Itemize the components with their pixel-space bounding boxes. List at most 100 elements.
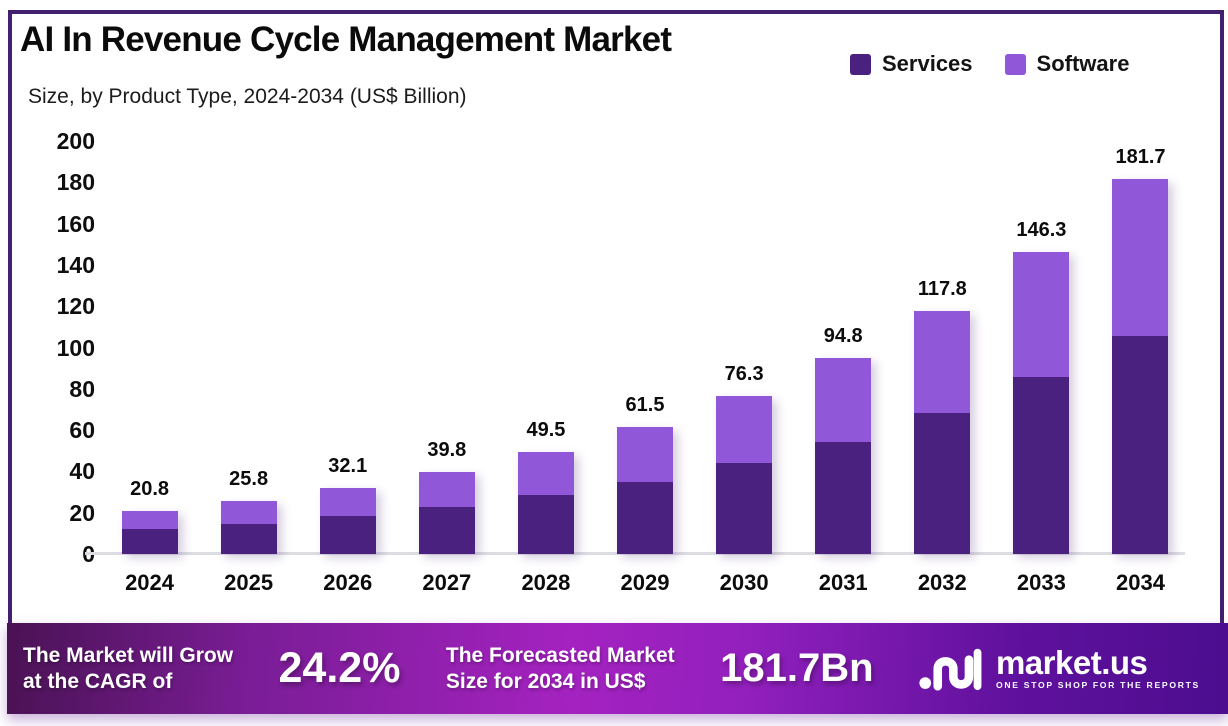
- legend-label-services: Services: [882, 51, 973, 76]
- bar-stack: [220, 500, 277, 554]
- bar-stack: [617, 427, 674, 554]
- bar-total-label: 117.8: [917, 277, 967, 300]
- y-axis-label: 160: [56, 210, 95, 237]
- bar-total-label: 181.7: [1115, 145, 1166, 168]
- forecast-value: 181.7Bn: [720, 646, 874, 690]
- bar-total-label: 61.5: [625, 394, 665, 417]
- bar-segment-software: [914, 310, 971, 414]
- cagr-label-line2: at the CAGR of: [23, 669, 173, 693]
- software-swatch-icon: [1004, 53, 1026, 75]
- y-axis-label: 100: [56, 334, 95, 361]
- bar-total-label: 76.3: [724, 363, 764, 386]
- x-axis-label: 2027: [422, 570, 472, 595]
- bar-total-label: 146.3: [1016, 218, 1067, 241]
- bar-stack: [716, 396, 773, 554]
- cagr-label-line1: The Market will Grow: [23, 643, 234, 667]
- x-axis-labels: 2024 2025 2026 2027 2028 2029 2030 2031 2032 2033…: [100, 570, 1190, 596]
- bar-stack: [1112, 178, 1169, 554]
- y-axis-label: 20: [69, 499, 95, 526]
- bar-column: 94.8: [794, 139, 893, 554]
- bar-total-label: 25.8: [229, 467, 269, 490]
- x-axis-label: 2030: [719, 570, 769, 595]
- x-axis-label: 2025: [224, 570, 274, 595]
- bar-total-label: 32.1: [328, 454, 368, 477]
- x-axis-label: 2031: [818, 570, 868, 595]
- bars-area: 20.8 25.8 32.1 39.8 49.5 61.5 76.3 94.8 117.8 146…: [100, 139, 1190, 554]
- services-swatch-icon: [850, 53, 871, 75]
- x-axis-label: 2033: [1016, 570, 1066, 595]
- bar-column: 117.8: [893, 139, 992, 554]
- bar-segment-software: [617, 427, 674, 482]
- bar-column: 61.5: [595, 139, 694, 554]
- bar-column: 146.3: [992, 139, 1091, 554]
- y-axis-label: 0: [18, 542, 95, 566]
- legend-item-services: Services: [850, 51, 973, 77]
- bar-column: 76.3: [695, 139, 794, 554]
- legend-item-software: Software: [1004, 51, 1130, 77]
- x-axis-label: 2024: [125, 570, 175, 595]
- x-axis-label: 2026: [323, 570, 373, 595]
- legend: Services Software: [850, 51, 1129, 77]
- bar-segment-software: [121, 511, 178, 530]
- y-axis-label: 180: [56, 169, 95, 196]
- forecast-label: The Forecasted Market Size for 2034 in U…: [446, 643, 675, 695]
- bar-segment-services: [815, 441, 872, 554]
- bar-segment-services: [418, 506, 475, 554]
- bar-segment-services: [220, 523, 277, 554]
- bar-segment-software: [716, 396, 773, 463]
- page-title: AI In Revenue Cycle Management Market: [20, 20, 672, 59]
- x-axis-label: 2034: [1116, 570, 1165, 595]
- y-axis-label: 40: [69, 458, 95, 485]
- footer-banner: The Market will Grow at the CAGR of 24.2…: [7, 623, 1228, 714]
- page-subtitle: Size, by Product Type, 2024-2034 (US$ Bi…: [28, 85, 467, 108]
- bar-column: 20.8: [100, 139, 199, 554]
- x-axis-label: 2028: [521, 570, 571, 595]
- bar-segment-software: [815, 358, 872, 442]
- bar-segment-services: [121, 529, 178, 554]
- bar-column: 49.5: [496, 139, 595, 554]
- bar-stack: [418, 471, 475, 554]
- bar-segment-software: [1013, 251, 1070, 378]
- bar-total-label: 39.8: [427, 438, 467, 461]
- forecast-label-line1: The Forecasted Market: [445, 643, 675, 667]
- brand: market.us ONE STOP SHOP FOR THE REPORTS: [919, 643, 1200, 695]
- bar-total-label: 94.8: [823, 325, 863, 348]
- bar-column: 32.1: [298, 139, 397, 554]
- bar-stack: [517, 451, 574, 554]
- y-axis-label: 200: [56, 128, 95, 154]
- y-axis-label: 120: [56, 293, 95, 320]
- y-axis-label: 140: [56, 251, 95, 278]
- bar-segment-services: [517, 494, 574, 554]
- brand-text: market.us ONE STOP SHOP FOR THE REPORTS: [995, 644, 1200, 690]
- x-axis-label: 2032: [917, 570, 967, 595]
- bar-total-label: 20.8: [130, 478, 170, 501]
- bar-segment-services: [1112, 335, 1169, 554]
- bar-stack: [319, 487, 376, 554]
- bar-segment-software: [1112, 178, 1169, 336]
- bar-stack: [914, 310, 971, 554]
- brand-name: market.us: [995, 644, 1148, 681]
- bar-segment-services: [319, 515, 376, 554]
- y-axis-label: 60: [69, 417, 95, 444]
- bar-total-label: 49.5: [526, 418, 566, 441]
- y-axis-label: 80: [69, 375, 95, 402]
- bar-column: 39.8: [397, 139, 496, 554]
- bar-segment-services: [716, 462, 773, 554]
- bar-column: 181.7: [1091, 139, 1190, 554]
- bar-segment-software: [418, 471, 475, 507]
- cagr-value: 24.2%: [278, 644, 401, 692]
- bar-column: 25.8: [199, 139, 298, 554]
- legend-label-software: Software: [1036, 51, 1130, 76]
- forecast-label-line2: Size for 2034 in US$: [445, 669, 646, 693]
- x-axis-label: 2029: [620, 570, 670, 595]
- cagr-label: The Market will Grow at the CAGR of: [23, 643, 233, 695]
- bar-segment-services: [914, 413, 971, 554]
- bar-segment-software: [517, 451, 574, 495]
- bar-segment-services: [617, 481, 674, 554]
- bar-stack: [121, 511, 178, 554]
- bar-segment-software: [319, 487, 376, 516]
- market-us-logo-icon: [919, 648, 982, 690]
- bar-segment-services: [1013, 377, 1070, 554]
- brand-tagline: ONE STOP SHOP FOR THE REPORTS: [995, 680, 1200, 690]
- bar-stack: [1013, 251, 1070, 554]
